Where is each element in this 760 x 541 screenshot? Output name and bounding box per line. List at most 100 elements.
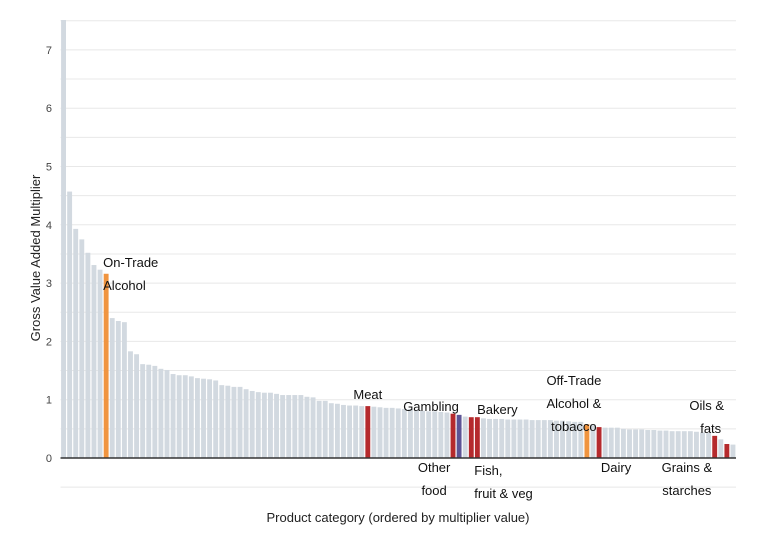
bar xyxy=(207,379,213,458)
bar xyxy=(590,424,596,458)
bars xyxy=(61,20,736,458)
bar xyxy=(225,385,231,458)
bar xyxy=(444,412,450,458)
bar xyxy=(700,432,705,458)
bar xyxy=(194,378,200,458)
bar xyxy=(201,378,206,458)
bar xyxy=(523,419,529,458)
gridlines xyxy=(60,20,736,488)
bar xyxy=(438,411,444,458)
bar-annotation: Fish, fruit & veg xyxy=(474,463,533,501)
y-tick-label: 3 xyxy=(46,278,52,290)
bar xyxy=(511,419,517,458)
y-tick-label: 4 xyxy=(46,220,52,232)
bar xyxy=(134,354,140,458)
y-tick-label: 5 xyxy=(46,162,52,174)
bar xyxy=(718,439,724,458)
annotation-line: Dairy xyxy=(601,460,632,475)
bar-annotation: Bakery xyxy=(477,402,518,417)
bar-annotation: Oils & fats xyxy=(689,398,724,436)
annotation-line: starches xyxy=(662,483,712,498)
highlighted-bar xyxy=(365,406,371,458)
y-tick-label: 7 xyxy=(46,45,52,57)
annotation-line: Fish, xyxy=(474,463,502,478)
bar xyxy=(182,375,188,458)
bar xyxy=(578,421,584,458)
bar xyxy=(243,389,249,458)
bar xyxy=(91,265,97,458)
bar xyxy=(73,228,79,458)
bar xyxy=(493,418,499,458)
x-axis-title: Product category (ordered by multiplier … xyxy=(266,510,529,525)
bar xyxy=(298,395,304,458)
bar xyxy=(560,420,566,458)
y-tick-label: 0 xyxy=(46,453,52,465)
bar xyxy=(572,421,578,458)
bar xyxy=(633,429,639,458)
bar xyxy=(188,376,194,458)
bar xyxy=(249,390,255,458)
annotation-line: On-Trade xyxy=(103,255,158,270)
annotation-line: fruit & veg xyxy=(474,486,533,501)
bar xyxy=(730,444,736,458)
bar xyxy=(694,431,699,458)
annotation-line: Other xyxy=(418,460,451,475)
bar xyxy=(61,20,66,458)
bar xyxy=(547,420,553,458)
bar xyxy=(359,406,365,458)
y-tick-label: 6 xyxy=(46,103,52,115)
annotation-line: fats xyxy=(700,421,721,436)
bar xyxy=(462,416,468,458)
bar xyxy=(669,431,675,458)
bar xyxy=(121,322,127,458)
bar xyxy=(663,430,669,458)
bar xyxy=(322,400,328,458)
bar xyxy=(389,407,395,458)
annotation-line: Alcohol xyxy=(103,278,146,293)
bar xyxy=(261,392,267,458)
bar xyxy=(158,368,164,458)
annotation-line: Grains & xyxy=(662,460,713,475)
bar xyxy=(115,320,121,458)
bar xyxy=(146,364,152,458)
annotation-line: food xyxy=(421,483,446,498)
annotation-line: Meat xyxy=(353,387,382,402)
bar xyxy=(554,420,559,458)
bar xyxy=(310,397,316,458)
bar xyxy=(341,404,346,458)
bar-annotation: Gambling xyxy=(403,399,459,414)
highlighted-bar xyxy=(712,435,718,458)
bar xyxy=(347,405,353,458)
highlighted-bar xyxy=(103,273,109,458)
bar xyxy=(566,421,572,458)
annotation-line: Bakery xyxy=(477,402,518,417)
bar xyxy=(79,239,85,458)
highlighted-bar xyxy=(584,424,590,458)
bar xyxy=(675,431,681,458)
bar xyxy=(499,418,505,458)
highlighted-bar xyxy=(596,427,602,458)
bar xyxy=(219,385,225,458)
annotation-line: tobacco xyxy=(551,419,597,434)
bar xyxy=(614,427,620,458)
bar xyxy=(426,411,432,458)
annotation-line: Alcohol & xyxy=(546,396,601,411)
bar xyxy=(414,410,419,458)
bar xyxy=(432,411,438,458)
bar xyxy=(140,364,146,458)
bar xyxy=(237,386,243,458)
annotation-line: Oils & xyxy=(689,398,724,413)
y-tick-label: 1 xyxy=(46,395,52,407)
bar xyxy=(176,375,182,458)
bar xyxy=(639,429,645,458)
bar-annotation: Off-Trade Alcohol & tobacco xyxy=(546,373,601,434)
highlighted-bar xyxy=(468,417,474,458)
bar xyxy=(535,420,541,458)
bar xyxy=(529,420,535,458)
bar xyxy=(401,409,407,458)
bar xyxy=(304,396,310,458)
bar xyxy=(213,380,219,458)
bar xyxy=(109,318,115,458)
bar xyxy=(170,374,176,458)
bar xyxy=(487,418,492,458)
